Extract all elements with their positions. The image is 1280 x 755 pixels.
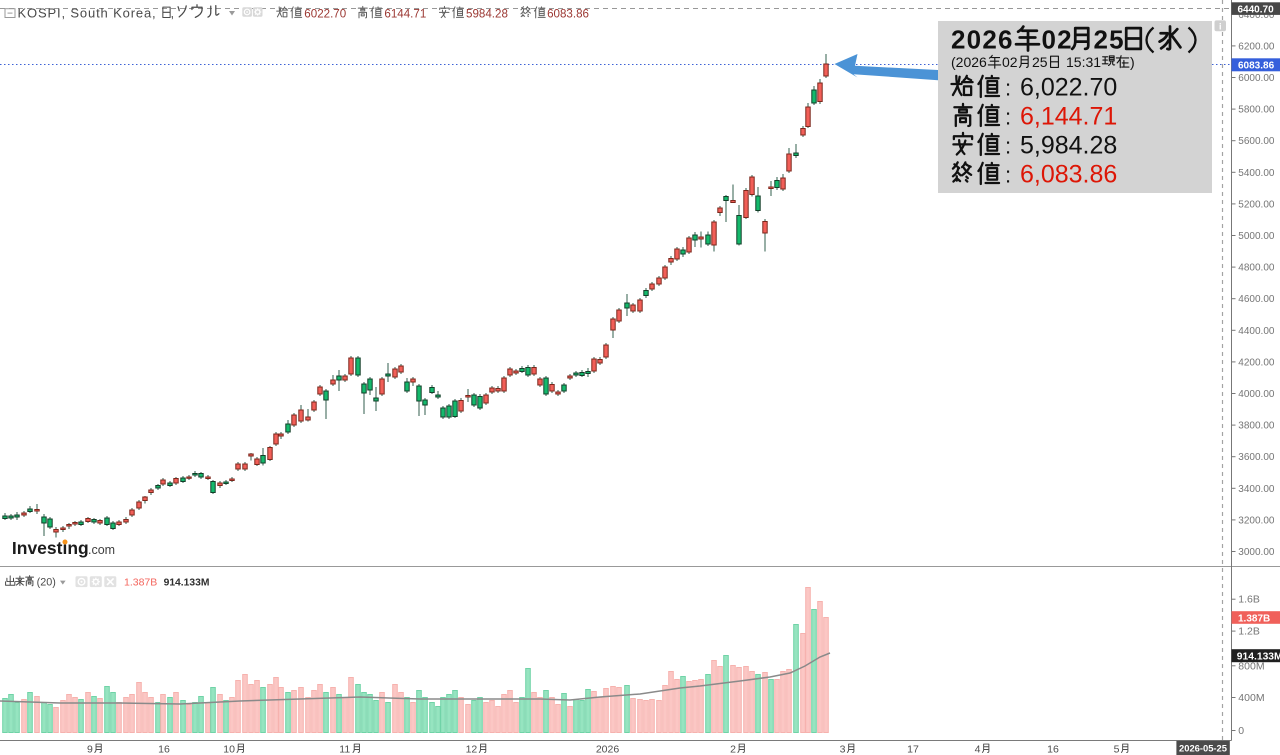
svg-text:6200.00: 6200.00 (1238, 41, 1275, 52)
svg-text::: : (1005, 76, 1011, 101)
svg-text:,: , (171, 5, 175, 20)
svg-text:11: 11 (339, 743, 350, 755)
svg-text:6,083.86: 6,083.86 (1020, 161, 1117, 189)
svg-text:5600.00: 5600.00 (1238, 136, 1275, 147)
svg-text:16: 16 (158, 743, 170, 755)
svg-text:i: i (1219, 21, 1222, 31)
svg-text:25: 25 (1094, 25, 1125, 55)
svg-text:2026: 2026 (596, 743, 620, 755)
svg-text:6,022.70: 6,022.70 (1020, 74, 1117, 102)
svg-text:4600.00: 4600.00 (1238, 294, 1275, 305)
svg-text:4200.00: 4200.00 (1238, 357, 1275, 368)
svg-text:0: 0 (1238, 725, 1244, 737)
svg-text:1.387B: 1.387B (1238, 613, 1270, 624)
svg-text:3800.00: 3800.00 (1238, 421, 1275, 432)
svg-text:800M: 800M (1238, 660, 1264, 672)
svg-text:4000.00: 4000.00 (1238, 389, 1275, 400)
svg-text:5984.28: 5984.28 (466, 7, 508, 20)
svg-text:02: 02 (1002, 54, 1018, 70)
svg-text:): ) (1130, 54, 1135, 70)
svg-text:(2026: (2026 (951, 54, 987, 70)
svg-text:Investing: Investing (12, 538, 89, 558)
svg-text:3400.00: 3400.00 (1238, 484, 1275, 495)
svg-text:6083.86: 6083.86 (1238, 61, 1275, 72)
svg-text:3600.00: 3600.00 (1238, 452, 1275, 463)
svg-text:2: 2 (730, 743, 736, 755)
svg-text:5200.00: 5200.00 (1238, 199, 1275, 210)
svg-text:4: 4 (975, 743, 981, 755)
svg-text:2026-05-25: 2026-05-25 (1179, 743, 1227, 754)
svg-text:17: 17 (907, 743, 919, 755)
svg-text:10: 10 (223, 743, 235, 755)
svg-text:5000.00: 5000.00 (1238, 231, 1275, 242)
svg-text:6,144.71: 6,144.71 (1020, 103, 1117, 131)
svg-text:3: 3 (840, 743, 846, 755)
svg-text:.com: .com (88, 543, 115, 557)
svg-text:5,984.28: 5,984.28 (1020, 132, 1117, 160)
svg-text:6440.70: 6440.70 (1238, 4, 1275, 15)
svg-text:6083.86: 6083.86 (547, 7, 589, 20)
svg-text:15:31: 15:31 (1066, 54, 1101, 70)
svg-text:12: 12 (466, 743, 478, 755)
svg-text:6400.00: 6400.00 (1238, 10, 1275, 21)
svg-text::: : (1005, 163, 1011, 188)
svg-text:400M: 400M (1238, 692, 1264, 704)
svg-text:1.6B: 1.6B (1238, 594, 1260, 606)
svg-text:5800.00: 5800.00 (1238, 105, 1275, 116)
svg-text:3200.00: 3200.00 (1238, 515, 1275, 526)
svg-text::: : (1005, 134, 1011, 159)
svg-text:6144.71: 6144.71 (384, 7, 426, 20)
svg-text:914.133M: 914.133M (1237, 651, 1280, 662)
svg-text:4400.00: 4400.00 (1238, 326, 1275, 337)
svg-text:2026: 2026 (951, 25, 1014, 55)
svg-text:4800.00: 4800.00 (1238, 263, 1275, 274)
svg-text:5: 5 (1114, 743, 1120, 755)
svg-text:1.2B: 1.2B (1238, 626, 1260, 638)
svg-text:5400.00: 5400.00 (1238, 168, 1275, 179)
svg-text:1.387B: 1.387B (124, 576, 157, 588)
svg-text:6000.00: 6000.00 (1238, 73, 1275, 84)
svg-text:914.133M: 914.133M (164, 577, 210, 588)
svg-text:KOSPI, South Korea,: KOSPI, South Korea, (18, 5, 157, 20)
svg-text:(20): (20) (37, 576, 56, 588)
svg-text::: : (1005, 105, 1011, 130)
svg-text:6022.70: 6022.70 (304, 7, 346, 20)
svg-text:3000.00: 3000.00 (1238, 547, 1275, 558)
svg-text:16: 16 (1047, 743, 1059, 755)
svg-text:02: 02 (1042, 25, 1073, 55)
svg-text:9: 9 (87, 743, 93, 755)
svg-text:25: 25 (1032, 54, 1048, 70)
